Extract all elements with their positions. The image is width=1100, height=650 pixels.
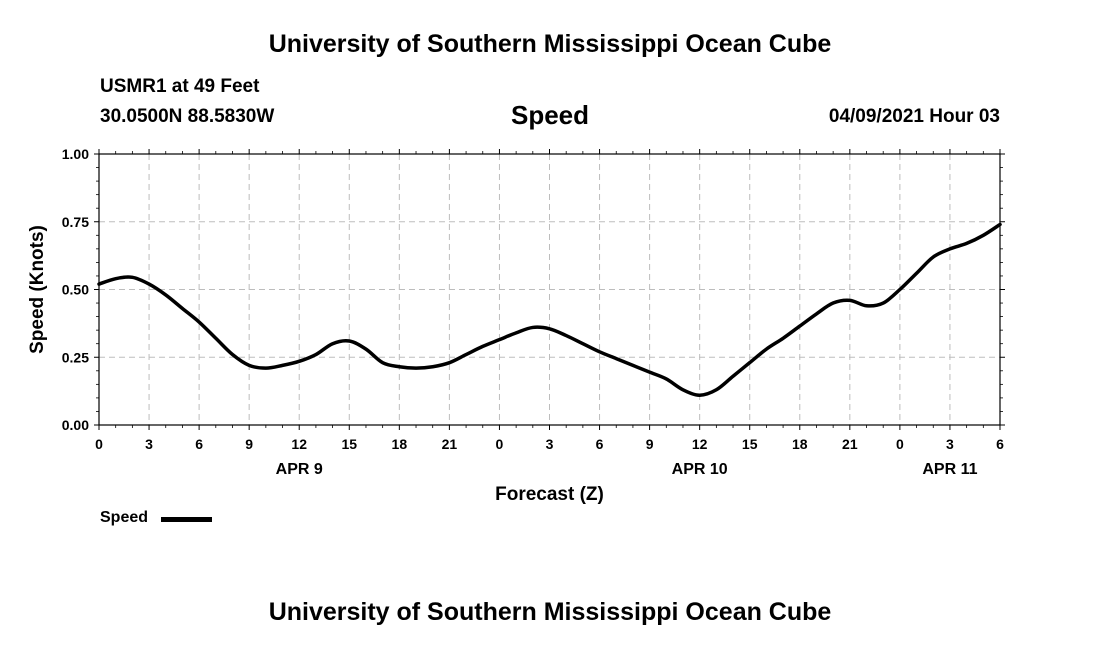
legend-swatch [161, 517, 212, 522]
x-tick-label: 3 [946, 436, 954, 452]
top-title: University of Southern Mississippi Ocean… [268, 30, 832, 58]
x-tick-label: 9 [646, 436, 654, 452]
station-label: USMR1 at 49 Feet [100, 76, 260, 97]
x-tick-label: 0 [496, 436, 504, 452]
y-axis-label: Speed (Knots) [27, 225, 48, 354]
x-tick-label: 21 [842, 436, 858, 452]
series-line-speed [97, 222, 1002, 397]
y-tick-label: 0.25 [62, 349, 89, 365]
x-tick-label: 15 [742, 436, 758, 452]
y-tick-label: 0.00 [62, 417, 89, 433]
x-tick-label: 6 [195, 436, 203, 452]
x-tick-label: 18 [792, 436, 808, 452]
x-tick-label: 12 [291, 436, 307, 452]
x-tick-label: 3 [145, 436, 153, 452]
x-tick-label: 6 [996, 436, 1004, 452]
y-tick-label: 1.00 [62, 146, 89, 162]
coordinates-label: 30.0500N 88.5830W [100, 106, 275, 127]
bottom-title: University of Southern Mississippi Ocean… [268, 598, 832, 626]
x-tick-label: 0 [95, 436, 103, 452]
y-tick-label: 0.50 [62, 282, 89, 298]
x-tick-label: 9 [245, 436, 253, 452]
x-tick-label: 15 [341, 436, 357, 452]
date-label: APR 10 [672, 461, 728, 478]
datetime-label: 04/09/2021 Hour 03 [828, 106, 1000, 127]
x-tick-label: 3 [546, 436, 554, 452]
x-tick-label: 0 [896, 436, 904, 452]
y-tick-label: 0.75 [62, 214, 89, 230]
legend-label: Speed [100, 509, 149, 526]
date-label: APR 9 [276, 461, 323, 478]
date-label: APR 11 [922, 461, 977, 478]
x-tick-label: 21 [442, 436, 458, 452]
x-axis-label: Forecast (Z) [495, 484, 604, 505]
chart-title: Speed [510, 100, 590, 130]
x-tick-label: 18 [392, 436, 408, 452]
x-tick-label: 6 [596, 436, 604, 452]
x-tick-label: 12 [692, 436, 708, 452]
